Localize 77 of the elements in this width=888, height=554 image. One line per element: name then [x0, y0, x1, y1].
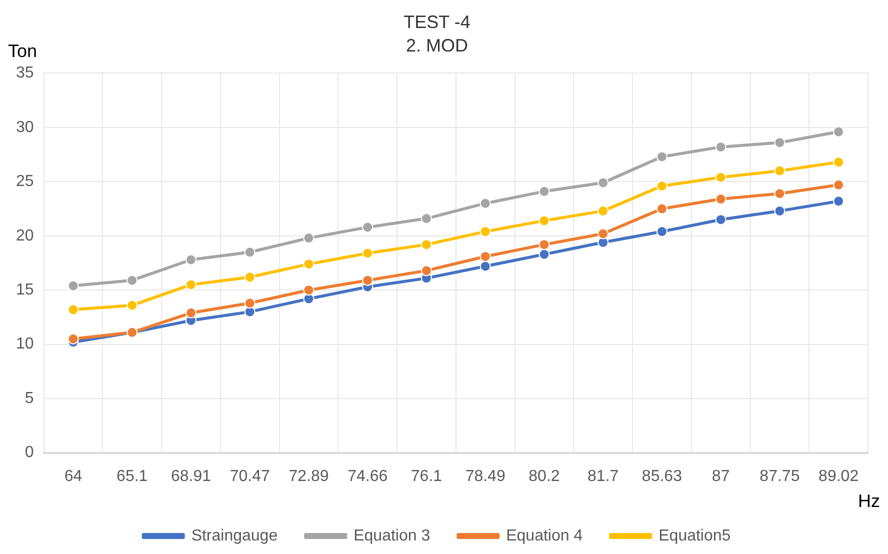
- point: [538, 239, 550, 250]
- legend-label: Equation 3: [354, 527, 430, 544]
- point: [833, 196, 844, 207]
- point: [833, 126, 844, 138]
- x-tick-label: 72.89: [288, 468, 329, 485]
- point: [420, 239, 432, 250]
- x-axis-title: Hz: [858, 490, 880, 511]
- point: [656, 180, 668, 192]
- legend-label: Straingauge: [191, 527, 278, 544]
- x-tick-label: 85.63: [642, 468, 682, 485]
- point: [774, 165, 786, 176]
- point: [185, 254, 196, 266]
- point: [126, 274, 138, 286]
- legend-label: Equation5: [658, 527, 731, 544]
- point: [774, 205, 786, 216]
- y-tick-label: 0: [24, 444, 34, 462]
- point: [362, 274, 374, 286]
- point: [774, 188, 786, 200]
- x-tick-label: 65.1: [116, 468, 148, 485]
- point: [420, 213, 432, 224]
- x-tick-label: 80.2: [528, 468, 560, 485]
- point: [480, 226, 491, 238]
- point: [244, 298, 256, 309]
- point: [362, 222, 374, 233]
- point: [598, 205, 609, 216]
- y-tick-label: 20: [16, 227, 34, 244]
- x-tick-label: 76.1: [410, 468, 442, 485]
- point: [244, 272, 256, 283]
- point: [480, 260, 491, 272]
- y-axis-title: Ton: [8, 41, 38, 62]
- y-tick-label: 30: [16, 118, 34, 136]
- chart-subtitle: 2. MOD: [406, 35, 468, 56]
- point: [598, 177, 609, 188]
- point: [833, 156, 844, 168]
- x-tick-label: 78.49: [465, 468, 506, 485]
- point: [538, 215, 550, 226]
- legend-label: Equation 4: [506, 527, 583, 544]
- x-tick-label: 89.02: [818, 468, 859, 485]
- point: [715, 172, 726, 183]
- y-tick-label: 35: [16, 64, 34, 82]
- point: [538, 186, 550, 197]
- point: [68, 304, 79, 316]
- point: [538, 248, 550, 260]
- point: [833, 179, 844, 190]
- point: [244, 246, 256, 258]
- point: [303, 284, 314, 296]
- point: [656, 203, 668, 214]
- point: [715, 194, 726, 205]
- point: [656, 226, 668, 238]
- point: [303, 258, 314, 270]
- y-tick-label: 5: [24, 390, 34, 407]
- point: [68, 333, 79, 344]
- chart-title: TEST -4: [404, 12, 470, 32]
- point: [68, 280, 79, 292]
- x-tick-label: 87.75: [760, 468, 800, 485]
- point: [774, 137, 786, 148]
- point: [420, 265, 432, 276]
- y-tick-label: 15: [16, 282, 34, 299]
- point: [715, 214, 726, 226]
- point: [185, 279, 196, 290]
- point: [480, 198, 491, 209]
- point: [598, 228, 609, 240]
- x-tick-label: 70.47: [230, 468, 270, 485]
- point: [185, 307, 196, 318]
- x-tick-label: 64: [64, 468, 82, 485]
- point: [656, 151, 668, 162]
- y-tick-label: 10: [16, 336, 34, 353]
- point: [126, 300, 138, 311]
- point: [303, 232, 314, 244]
- y-tick-label: 25: [16, 173, 34, 190]
- point: [480, 250, 491, 262]
- x-tick-label: 74.66: [348, 468, 388, 485]
- x-tick-label: 68.91: [170, 468, 212, 485]
- point: [362, 248, 374, 259]
- x-tick-label: 87: [712, 468, 730, 485]
- x-tick-label: 81.7: [588, 468, 619, 485]
- point: [715, 141, 726, 152]
